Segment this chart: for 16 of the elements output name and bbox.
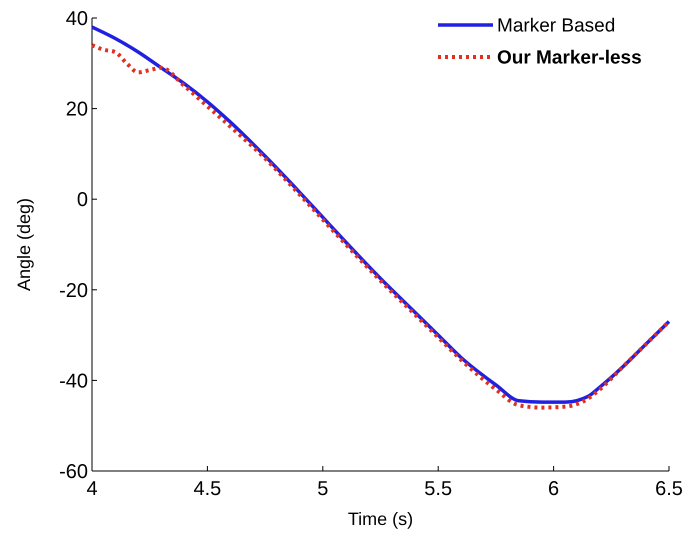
y-tick-label: 40 <box>66 8 88 30</box>
y-tick-label: -20 <box>59 280 88 302</box>
x-tick-label: 4 <box>86 478 98 500</box>
legend-label: Our Marker-less <box>497 48 642 69</box>
y-tick-label: -40 <box>59 370 88 392</box>
x-tick-label: 4.5 <box>193 478 222 500</box>
y-axis-title: Angle (deg) <box>14 198 34 292</box>
y-tick-label: 0 <box>76 189 88 212</box>
x-tick-label: 6 <box>548 478 560 500</box>
legend-label: Marker Based <box>497 16 616 37</box>
x-tick-label: 5.5 <box>424 478 452 500</box>
y-tick-label: -60 <box>59 461 88 483</box>
x-tick-label: 6.5 <box>655 478 683 500</box>
x-axis-title: Time (s) <box>348 509 414 529</box>
y-tick-label: 20 <box>66 98 88 121</box>
x-tick-label: 5 <box>317 478 328 500</box>
